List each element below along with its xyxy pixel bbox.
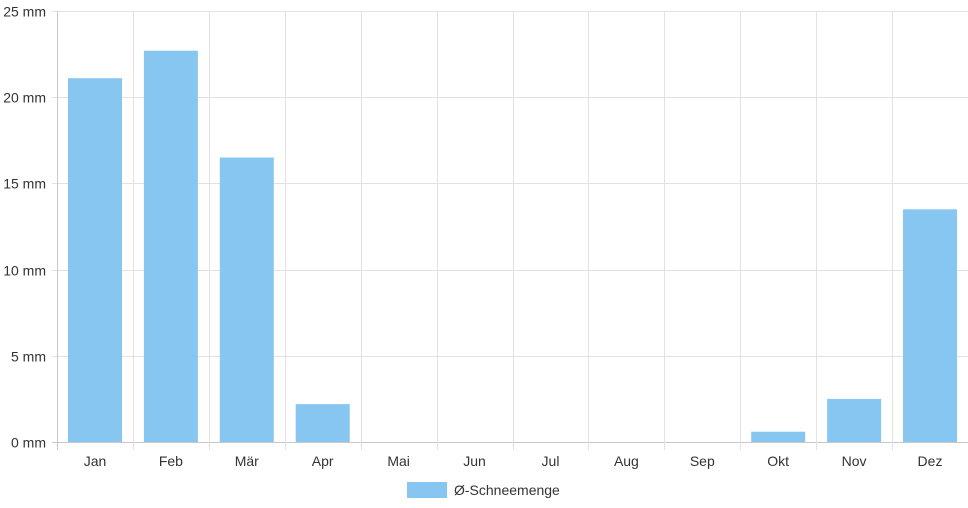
x-axis-ticks: Jan Feb Mär Apr Mai Jun Jul Aug Sep Okt Nov Dez [84, 453, 943, 469]
bar-apr[interactable] [295, 404, 350, 442]
bar-nov[interactable] [827, 398, 882, 442]
y-axis-ticks: 0 mm 5 mm 10 mm 15 mm 20 mm 25 mm [3, 4, 46, 451]
grid [52, 11, 968, 450]
bar-okt[interactable] [751, 431, 806, 442]
bar-jan[interactable] [68, 78, 122, 442]
y-tick-label: 5 mm [11, 349, 46, 365]
x-tick-label: Sep [690, 453, 715, 469]
x-tick-label: Okt [767, 453, 789, 469]
x-tick-label: Jan [84, 453, 107, 469]
x-tick-label: Apr [312, 453, 334, 469]
x-tick-label: Mai [387, 453, 410, 469]
legend[interactable]: Ø-Schneemenge [407, 482, 560, 498]
bar-dez[interactable] [903, 209, 957, 442]
bar-mär[interactable] [219, 157, 274, 443]
legend-label: Ø-Schneemenge [454, 482, 560, 498]
x-tick-label: Jun [463, 453, 486, 469]
legend-swatch [407, 482, 447, 498]
x-tick-label: Mär [235, 453, 259, 469]
y-tick-label: 10 mm [3, 263, 46, 279]
bar-feb[interactable] [143, 50, 198, 442]
y-tick-label: 0 mm [11, 435, 46, 451]
x-tick-label: Dez [918, 453, 943, 469]
x-tick-label: Jul [542, 453, 560, 469]
y-tick-label: 20 mm [3, 90, 46, 106]
bars [68, 50, 957, 443]
x-tick-label: Nov [842, 453, 867, 469]
x-tick-label: Aug [614, 453, 639, 469]
y-tick-label: 15 mm [3, 176, 46, 192]
y-tick-label: 25 mm [3, 4, 46, 20]
x-tick-label: Feb [159, 453, 183, 469]
